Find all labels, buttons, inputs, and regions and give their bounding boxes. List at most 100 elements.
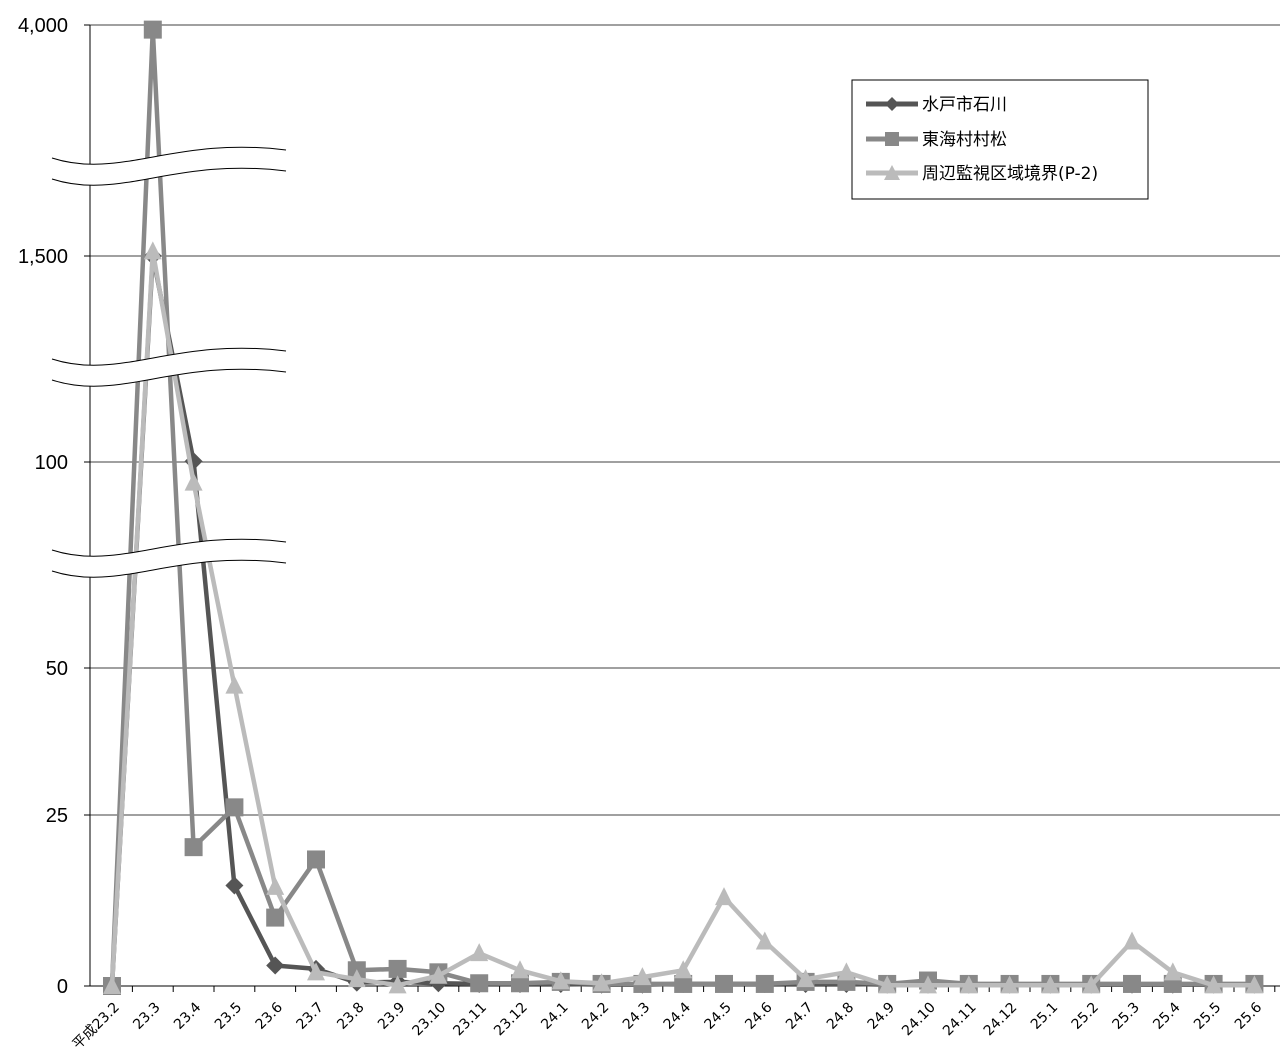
legend-label-series-1: 水戸市石川 [922, 95, 1007, 115]
series-2-point-10 [511, 974, 529, 993]
legend-entry-series-1: 水戸市石川 [866, 95, 1007, 115]
y-tick-label-0: 0 [57, 976, 68, 998]
legend-entry-series-3: 周辺監視区域境界(P-2) [866, 164, 1098, 184]
gridlines [84, 24, 1280, 987]
legend-label-series-2: 東海村村松 [922, 130, 1007, 150]
x-tick-label-22: 24.12 [981, 1000, 1021, 1040]
axis-break-2-fill [52, 348, 286, 387]
series-3-point-6 [347, 969, 366, 988]
series-3-point-1 [143, 241, 162, 260]
series-3-point-22 [1000, 975, 1019, 994]
series-1-point-4 [266, 956, 285, 975]
x-tick-label-14: 24.4 [661, 999, 694, 1032]
y-axis-tick-labels: 0 25 50 100 1,500 4,000 [18, 15, 68, 998]
x-tick-label-10: 23.12 [491, 1000, 531, 1040]
axis-break-1-bottom-line [51, 167, 287, 186]
series-3-point-7 [388, 975, 407, 994]
legend-entry-series-2: 東海村村松 [866, 130, 1007, 150]
x-tick-label-5: 23.7 [293, 1000, 326, 1033]
data-series [103, 20, 1264, 995]
x-tick-label-27: 25.5 [1191, 1000, 1224, 1033]
axis-break-3-top-line [51, 538, 287, 557]
series-2-point-4 [266, 908, 285, 927]
y-tick-label-4: 1,500 [18, 246, 68, 268]
series-3-point-15 [715, 887, 733, 906]
axis-break-1-top-line [51, 146, 287, 165]
y-tick-label-3: 100 [35, 452, 68, 474]
x-tick-label-8: 23.10 [410, 1000, 450, 1040]
y-tick-label-5: 4,000 [18, 15, 68, 37]
series-2-point-15 [715, 974, 733, 993]
series-3-point-25 [1123, 931, 1141, 950]
x-tick-label-0: 平成23.2 [70, 1000, 123, 1053]
x-tick-label-26: 25.4 [1150, 999, 1183, 1032]
series-3-point-8 [429, 965, 448, 984]
series-3 [103, 241, 1264, 994]
axis-break-2-bottom-line [51, 368, 287, 387]
x-tick-label-4: 23.6 [253, 999, 286, 1032]
axis-break-3-fill [52, 539, 286, 578]
x-tick-label-18: 24.8 [824, 1000, 857, 1033]
series-1-point-3 [225, 876, 244, 895]
x-tick-label-19: 24.9 [865, 1000, 898, 1033]
x-tick-label-17: 24.7 [783, 1000, 816, 1033]
series-3-point-16 [755, 931, 774, 950]
legend-marker-series-1 [885, 97, 899, 111]
y-tick-label-1: 25 [46, 805, 68, 827]
series-3-point-11 [551, 971, 570, 990]
series-3-point-23 [1041, 975, 1060, 994]
x-tick-label-12: 24.2 [579, 1000, 612, 1033]
axis-break-1 [51, 146, 287, 186]
series-2-point-9 [470, 974, 489, 993]
series-3-point-18 [837, 962, 856, 981]
series-3-point-28 [1245, 975, 1264, 994]
series-3-point-19 [878, 975, 897, 994]
x-tick-label-6: 23.8 [334, 1000, 367, 1033]
x-tick-label-13: 24.3 [620, 1000, 653, 1033]
series-2-point-5 [307, 850, 325, 869]
axis-break-markers [51, 146, 287, 578]
x-tick-label-9: 23.11 [450, 1000, 490, 1040]
series-3-point-20 [919, 975, 937, 994]
series-3-point-13 [633, 967, 652, 986]
series-3-point-27 [1204, 975, 1223, 994]
series-3-point-4 [266, 876, 285, 895]
series-3-point-10 [511, 960, 529, 979]
series-3-point-14 [674, 960, 693, 979]
series-3-point-17 [796, 969, 815, 988]
legend-marker-series-2 [885, 132, 899, 146]
legend-marker-series-3 [884, 165, 900, 180]
axis-break-1-fill [52, 147, 286, 186]
series-3-point-26 [1163, 962, 1182, 981]
x-tick-label-21: 24.11 [940, 1000, 980, 1040]
axis-break-2 [51, 347, 287, 387]
x-tick-label-20: 24.10 [899, 1000, 939, 1040]
series-2-point-2 [184, 838, 203, 857]
x-tick-label-15: 24.5 [701, 1000, 734, 1033]
axis-break-2-top-line [51, 347, 287, 366]
x-axis-tick-labels: 平成23.2 23.3 23.4 23.5 23.6 23.7 23.8 23.9 23.10 2… [70, 986, 1276, 1053]
series-3-point-24 [1082, 975, 1101, 994]
x-tick-label-3: 23.5 [212, 1000, 245, 1033]
x-tick-label-24: 25.2 [1069, 1000, 1102, 1033]
legend: 水戸市石川 東海村村松 周辺監視区域境界(P-2) [851, 79, 1149, 200]
x-tick-label-2: 23.4 [171, 999, 204, 1032]
legend-label-series-3: 周辺監視区域境界(P-2) [922, 164, 1098, 184]
series-3-point-9 [470, 943, 489, 962]
x-tick-label-1: 23.3 [130, 1000, 163, 1033]
axis-break-3 [51, 538, 287, 578]
series-2-point-7 [388, 959, 407, 978]
x-tick-label-11: 24.1 [538, 1000, 571, 1033]
axis-break-3-bottom-line [51, 559, 287, 578]
series-2-point-16 [755, 974, 774, 993]
series-3-point-5 [307, 962, 325, 981]
x-tick-label-25: 25.3 [1109, 1000, 1142, 1033]
series-3-point-0 [103, 976, 121, 994]
x-tick-label-7: 23.9 [375, 1000, 408, 1033]
y-tick-label-2: 50 [46, 658, 68, 680]
x-tick-label-23: 25.1 [1028, 1000, 1061, 1033]
series-3-point-3 [225, 675, 244, 694]
series-3-point-2 [184, 472, 203, 491]
series-2-point-3 [225, 798, 244, 817]
